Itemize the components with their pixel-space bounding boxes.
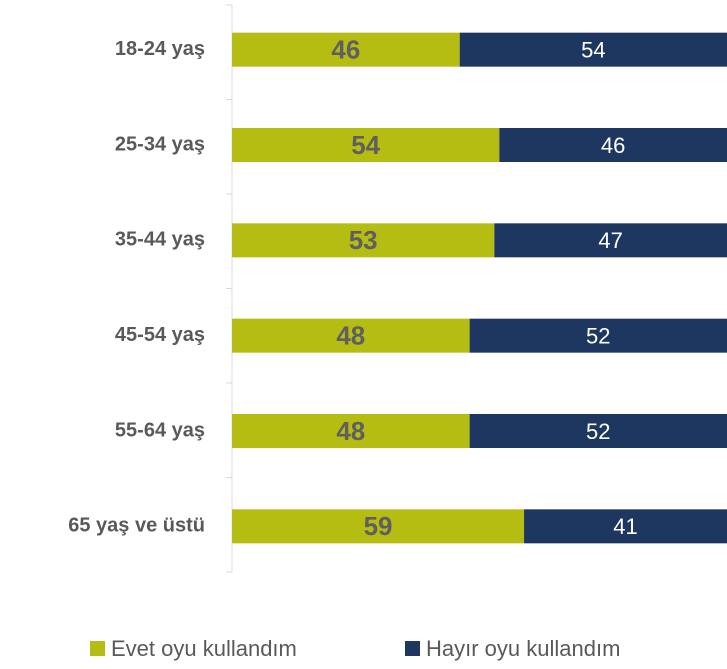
value-label: 52 (586, 419, 610, 444)
bar-segment (232, 509, 525, 544)
bar-segment (494, 223, 727, 258)
value-label: 46 (601, 133, 625, 158)
value-label: 54 (581, 37, 605, 62)
category-label: 55-64 yaş (115, 419, 205, 441)
value-label: 41 (613, 514, 637, 539)
bar-segment (232, 318, 470, 353)
value-label: 48 (336, 321, 365, 351)
value-label: 53 (349, 225, 378, 255)
bar-segment (524, 509, 727, 544)
bar-segment (459, 32, 727, 67)
legend-swatch (405, 641, 420, 656)
bar-segment (469, 414, 727, 448)
value-label: 46 (331, 35, 360, 65)
bar-segment (232, 223, 495, 258)
category-label: 45-54 yaş (115, 324, 205, 346)
legend-label: Evet oyu kullandım (111, 636, 297, 661)
category-label: 25-34 yaş (115, 133, 205, 155)
category-label: 35-44 yaş (115, 229, 205, 251)
bar-segment (469, 318, 727, 353)
value-label: 59 (364, 511, 393, 541)
value-label: 47 (598, 228, 622, 253)
value-label: 54 (351, 130, 380, 160)
value-label: 48 (336, 416, 365, 446)
bar-segment (232, 414, 470, 448)
legend-swatch (90, 641, 105, 656)
bar-segment (499, 128, 727, 162)
category-label: 65 yaş ve üstü (68, 515, 205, 537)
category-label: 18-24 yaş (115, 38, 205, 60)
bar-segment (232, 32, 460, 67)
legend-label: Hayır oyu kullandım (426, 636, 620, 661)
bar-segment (232, 128, 500, 162)
value-label: 52 (586, 323, 610, 348)
